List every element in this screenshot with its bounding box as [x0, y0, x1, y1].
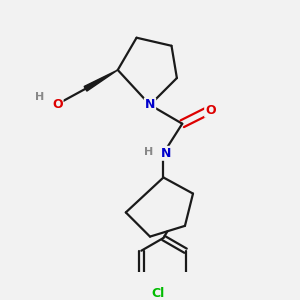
Text: O: O	[205, 104, 216, 117]
Text: Cl: Cl	[152, 287, 165, 300]
Text: H: H	[35, 92, 44, 102]
Text: N: N	[145, 98, 155, 111]
Text: H: H	[144, 147, 153, 157]
Polygon shape	[84, 70, 118, 91]
Text: O: O	[52, 98, 63, 111]
Text: N: N	[161, 147, 171, 160]
